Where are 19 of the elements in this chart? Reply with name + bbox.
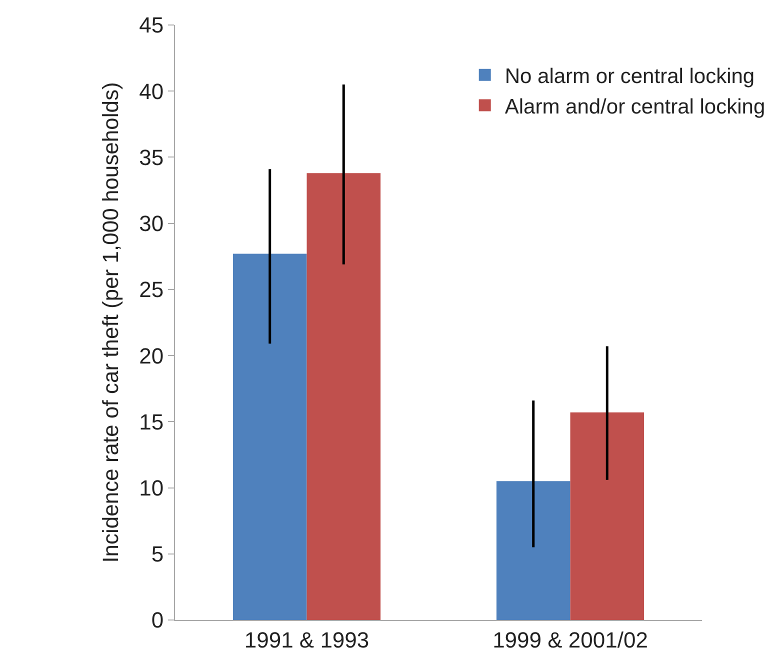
y-tick-label: 0 — [151, 608, 164, 633]
x-tick-label: 1999 & 2001/02 — [492, 627, 648, 652]
legend-label: No alarm or central locking — [504, 65, 755, 88]
legend-label: Alarm and/or central locking — [504, 95, 766, 118]
y-tick-label: 45 — [139, 12, 164, 38]
y-tick-label: 30 — [139, 211, 164, 236]
y-tick-label: 25 — [139, 277, 164, 302]
y-tick-label: 15 — [139, 409, 164, 434]
y-axis-title: Incidence rate of car theft (per 1,000 households) — [98, 82, 123, 563]
bar — [570, 412, 644, 620]
y-tick-label: 40 — [139, 78, 164, 104]
bar — [306, 173, 381, 620]
y-tick-label: 5 — [151, 542, 164, 567]
bar — [496, 481, 570, 620]
y-tick-label: 35 — [139, 144, 164, 170]
x-tick-label: 1991 & 1993 — [244, 627, 370, 652]
bar — [232, 254, 307, 620]
y-tick-label: 10 — [139, 475, 164, 500]
y-tick-label: 20 — [139, 343, 164, 368]
